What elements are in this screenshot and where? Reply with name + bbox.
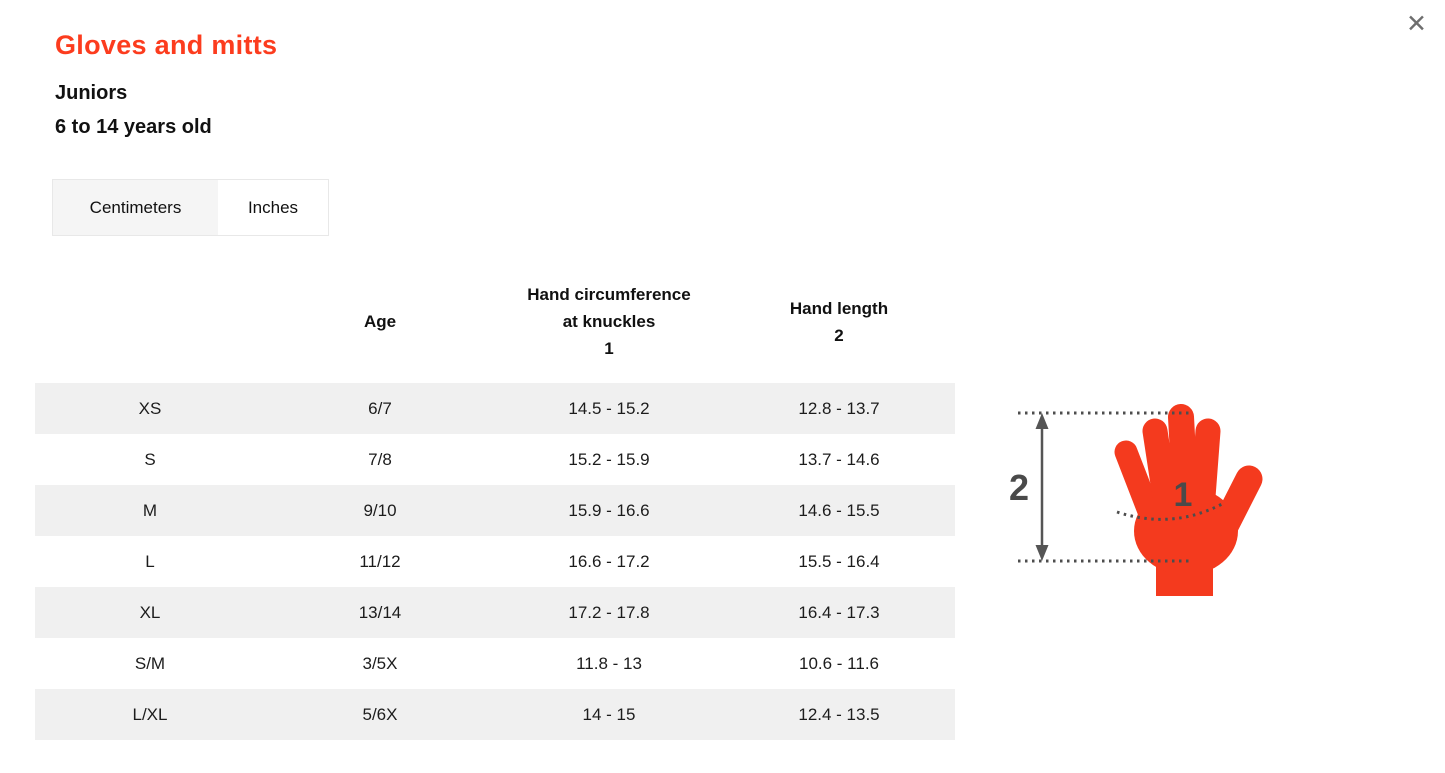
circumference-cell: 16.6 - 17.2 xyxy=(568,551,650,571)
size-cell: S/M xyxy=(134,653,166,673)
age-cell: 9/10 xyxy=(363,500,397,520)
circumference-cell: 17.2 - 17.8 xyxy=(568,602,650,622)
circumference-cell: 14 - 15 xyxy=(582,704,636,724)
hand-illustration-icon: 2 1 xyxy=(1009,404,1263,596)
subtitle: Juniors 6 to 14 years old xyxy=(55,76,277,144)
age-cell: 5/6X xyxy=(362,704,398,724)
size-table: Age Hand circumference at knuckles 1 Han… xyxy=(35,260,955,740)
length-cell: 14.6 - 15.5 xyxy=(798,500,880,520)
age-cell: 7/8 xyxy=(368,449,392,469)
size-cell: XL xyxy=(139,602,161,622)
size-table-header: Age Hand circumference at knuckles 1 Han… xyxy=(35,260,955,383)
size-cell: S xyxy=(144,449,156,469)
unit-tab-group: Centimeters Inches xyxy=(52,179,329,236)
length-marker-ref: 2 xyxy=(834,325,844,345)
table-row: XL 13/14 17.2 - 17.8 16.4 - 17.3 xyxy=(35,587,955,638)
column-header-size xyxy=(35,260,265,383)
length-cell: 12.4 - 13.5 xyxy=(798,704,880,724)
close-icon[interactable]: ✕ xyxy=(1402,8,1431,41)
size-cell: L/XL xyxy=(132,704,168,724)
tab-inches[interactable]: Inches xyxy=(218,180,328,235)
length-cell: 16.4 - 17.3 xyxy=(798,602,880,622)
length-cell: 12.8 - 13.7 xyxy=(798,398,880,418)
table-row: L/XL 5/6X 14 - 15 12.4 - 13.5 xyxy=(35,689,955,740)
circumference-marker-ref: 1 xyxy=(604,339,614,358)
table-row: S 7/8 15.2 - 15.9 13.7 - 14.6 xyxy=(35,434,955,485)
age-cell: 3/5X xyxy=(362,653,398,673)
column-header-age: Age xyxy=(363,312,397,331)
hand-length-marker: 2 xyxy=(1009,467,1029,508)
size-cell: M xyxy=(142,500,158,520)
age-cell: 13/14 xyxy=(358,602,402,622)
length-cell: 10.6 - 11.6 xyxy=(798,653,880,673)
table-row: L 11/12 16.6 - 17.2 15.5 - 16.4 xyxy=(35,536,955,587)
hand-circumference-marker: 1 xyxy=(1174,476,1193,514)
hand-measurement-diagram: 2 1 xyxy=(990,388,1280,638)
table-row: S/M 3/5X 11.8 - 13 10.6 - 11.6 xyxy=(35,638,955,689)
circumference-cell: 15.9 - 16.6 xyxy=(568,500,650,520)
circumference-cell: 14.5 - 15.2 xyxy=(568,398,650,418)
table-row: XS 6/7 14.5 - 15.2 12.8 - 13.7 xyxy=(35,383,955,434)
age-cell: 11/12 xyxy=(359,551,401,571)
circumference-cell: 15.2 - 15.9 xyxy=(568,449,650,469)
size-cell: XS xyxy=(138,398,162,418)
category-label: Juniors xyxy=(55,82,128,104)
column-header-length: Hand length 2 xyxy=(723,260,955,383)
length-cell: 15.5 - 16.4 xyxy=(798,551,880,571)
size-cell: L xyxy=(145,551,155,571)
age-cell: 6/7 xyxy=(368,398,392,418)
length-cell: 13.7 - 14.6 xyxy=(798,449,880,469)
page-title: Gloves and mitts xyxy=(55,30,278,60)
heading: Gloves and mitts Juniors 6 to 14 years o… xyxy=(55,30,277,144)
table-row: M 9/10 15.9 - 16.6 14.6 - 15.5 xyxy=(35,485,955,536)
tab-centimeters[interactable]: Centimeters xyxy=(53,180,218,235)
column-header-circumference: Hand circumference at knuckles 1 xyxy=(495,260,723,383)
age-range-label: 6 to 14 years old xyxy=(55,116,212,138)
circumference-cell: 11.8 - 13 xyxy=(576,653,642,673)
